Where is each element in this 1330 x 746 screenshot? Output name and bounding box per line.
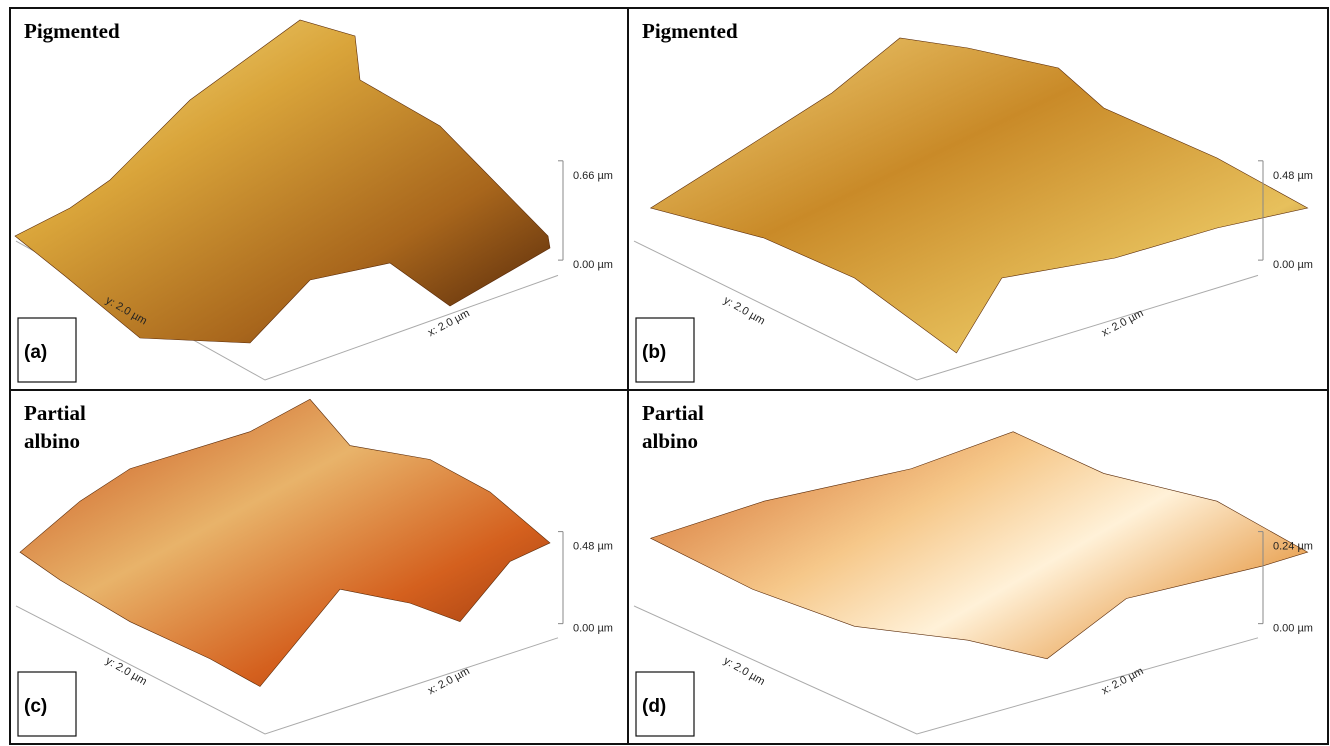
afm-surface [651,432,1308,659]
afm-surface [20,399,550,686]
panel: 0.24 µm 0.00 µm x: 2.0 µm y: 2.0 µm Partial a… [628,390,1328,744]
panel-label: (c) [24,696,47,717]
z-top-label: 0.48 µm [1273,170,1313,182]
z-bottom-label: 0.00 µm [573,623,613,635]
y-axis-label: y: 2.0 µm [722,655,767,688]
y-axis-label: y: 2.0 µm [722,294,767,327]
x-axis-label: x: 2.0 µm [1100,665,1146,697]
x-axis-label: x: 2.0 µm [426,665,472,697]
y-axis-label: y: 2.0 µm [104,655,149,688]
panel: 0.48 µm 0.00 µm x: 2.0 µm y: 2.0 µm Partial a… [10,390,628,744]
figure: 0.66 µm 0.00 µm x: 2.0 µm y: 2.0 µm Pigmente… [0,0,1330,746]
panel-label: (a) [24,342,47,363]
z-bottom-label: 0.00 µm [573,259,613,271]
z-bottom-label: 0.00 µm [1273,259,1313,271]
panel-title: Partial [24,401,86,425]
z-bottom-label: 0.00 µm [1273,623,1313,635]
z-top-label: 0.48 µm [573,541,613,553]
panel-title: albino [24,429,80,453]
panel: 0.48 µm 0.00 µm x: 2.0 µm y: 2.0 µm Pigmente… [628,8,1328,390]
panel-title: Partial [642,401,704,425]
z-top-label: 0.66 µm [573,170,613,182]
panel-label: (d) [642,696,666,717]
panel-title: albino [642,429,698,453]
panel-label: (b) [642,342,666,363]
z-top-label: 0.24 µm [1273,541,1313,553]
x-axis-label: x: 2.0 µm [426,307,472,339]
panel-title: Pigmented [642,19,738,43]
x-axis-label: x: 2.0 µm [1100,307,1146,339]
panel: 0.66 µm0.00 µmx: 2.0 µmy: 2.0 µmPigmente… [10,8,628,390]
afm-surface [15,20,550,343]
panel-title: Pigmented [24,19,120,43]
